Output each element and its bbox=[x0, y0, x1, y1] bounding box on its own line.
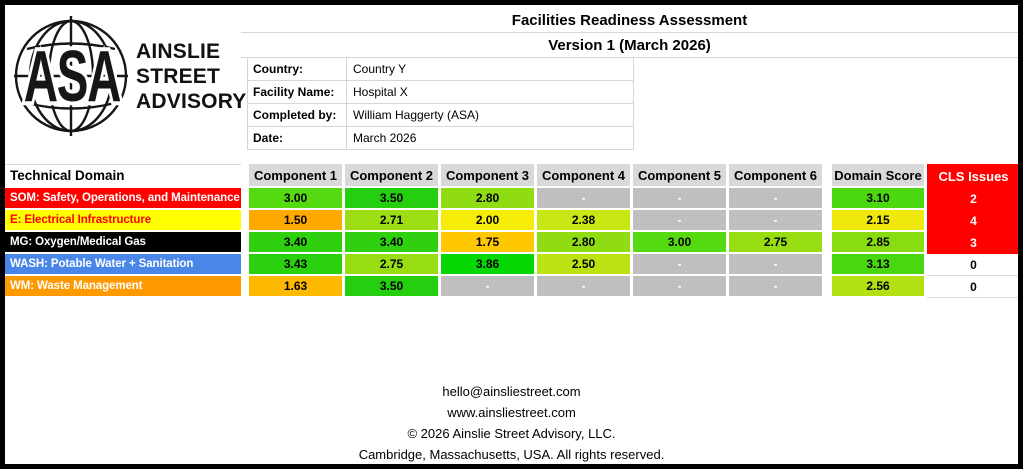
field-value: William Haggerty (ASA) bbox=[347, 104, 634, 126]
column-header-cls-issues: CLS Issues bbox=[927, 164, 1018, 188]
component-score-cell: 2.50 bbox=[537, 254, 633, 276]
report-footer: hello@ainsliestreet.com www.ainsliestreet… bbox=[5, 381, 1018, 464]
component-score-cell: 3.00 bbox=[249, 188, 345, 210]
company-logo: ASA AINSLIE STREET ADVISORY bbox=[9, 9, 246, 143]
column-gap bbox=[825, 210, 832, 232]
column-header-component: Component 3 bbox=[441, 164, 537, 188]
field-value: Country Y bbox=[347, 58, 634, 80]
footer-copyright: © 2026 Ainslie Street Advisory, LLC. bbox=[407, 426, 616, 441]
component-score-cell: 2.80 bbox=[537, 232, 633, 254]
empty-component-cell: - bbox=[633, 188, 729, 210]
component-score-cell: 2.80 bbox=[441, 188, 537, 210]
field-label: Completed by: bbox=[248, 104, 347, 126]
footer-email: hello@ainsliestreet.com bbox=[442, 384, 581, 399]
empty-component-cell: - bbox=[729, 254, 825, 276]
empty-component-cell: - bbox=[537, 188, 633, 210]
component-score-cell: 3.00 bbox=[633, 232, 729, 254]
column-gap bbox=[825, 232, 832, 254]
domain-row-label: SOM: Safety, Operations, and Maintenance bbox=[5, 188, 241, 210]
footer-website: www.ainsliestreet.com bbox=[447, 405, 576, 420]
component-score-cell: 2.75 bbox=[729, 232, 825, 254]
cls-issues-cell: 2 bbox=[927, 188, 1018, 210]
report-title: Facilities Readiness Assessment bbox=[241, 8, 1018, 33]
metadata-fields: Country: Country Y Facility Name: Hospital … bbox=[247, 58, 634, 150]
component-score-cell: 1.50 bbox=[249, 210, 345, 232]
component-score-cell: 3.40 bbox=[249, 232, 345, 254]
company-name-line: STREET bbox=[136, 64, 221, 88]
metadata-field-row: Completed by: William Haggerty (ASA) bbox=[248, 104, 634, 127]
field-label: Country: bbox=[248, 58, 347, 80]
component-score-cell: 2.00 bbox=[441, 210, 537, 232]
component-score-cell: 1.63 bbox=[249, 276, 345, 298]
empty-component-cell: - bbox=[729, 276, 825, 298]
empty-component-cell: - bbox=[537, 276, 633, 298]
empty-component-cell: - bbox=[729, 210, 825, 232]
field-label: Date: bbox=[248, 127, 347, 149]
empty-component-cell: - bbox=[729, 188, 825, 210]
component-score-cell: 2.71 bbox=[345, 210, 441, 232]
component-score-cell: 3.50 bbox=[345, 188, 441, 210]
column-header-domain-score: Domain Score bbox=[832, 164, 927, 188]
report-subtitle: Version 1 (March 2026) bbox=[241, 33, 1018, 58]
component-score-cell: 1.75 bbox=[441, 232, 537, 254]
domain-row-label: WASH: Potable Water + Sanitation bbox=[5, 254, 241, 276]
metadata-field-row: Country: Country Y bbox=[248, 58, 634, 81]
company-name-line: AINSLIE bbox=[136, 39, 221, 63]
domain-row-label: MG: Oxygen/Medical Gas bbox=[5, 232, 241, 254]
column-header-component: Component 1 bbox=[249, 164, 345, 188]
component-score-cell: 3.50 bbox=[345, 276, 441, 298]
domain-score-cell: 2.85 bbox=[832, 232, 927, 254]
domain-row-label: E: Electrical Infrastructure bbox=[5, 210, 241, 232]
column-gap bbox=[825, 188, 832, 210]
readiness-matrix-table: Technical Domain Component 1 Component 2 Co… bbox=[5, 164, 1018, 298]
column-header-component: Component 6 bbox=[729, 164, 825, 188]
column-gap bbox=[241, 276, 249, 298]
cls-issues-cell: 4 bbox=[927, 210, 1018, 232]
empty-component-cell: - bbox=[633, 254, 729, 276]
company-name: AINSLIE STREET ADVISORY bbox=[136, 39, 247, 114]
metadata-field-row: Date: March 2026 bbox=[248, 127, 634, 150]
footer-address: Cambridge, Massachusetts, USA. All right… bbox=[358, 447, 665, 462]
field-label: Facility Name: bbox=[248, 81, 347, 103]
field-value: Hospital X bbox=[347, 81, 634, 103]
domain-score-cell: 2.56 bbox=[832, 276, 927, 298]
column-gap bbox=[825, 276, 832, 298]
company-name-line: ADVISORY bbox=[136, 89, 247, 113]
metadata-field-row: Facility Name: Hospital X bbox=[248, 81, 634, 104]
component-score-cell: 3.86 bbox=[441, 254, 537, 276]
logo-acronym: ASA bbox=[24, 36, 121, 116]
column-gap bbox=[241, 232, 249, 254]
component-score-cell: 2.75 bbox=[345, 254, 441, 276]
domain-score-cell: 2.15 bbox=[832, 210, 927, 232]
column-header-technical-domain: Technical Domain bbox=[5, 164, 241, 188]
cls-issues-cell: 3 bbox=[927, 232, 1018, 254]
empty-component-cell: - bbox=[441, 276, 537, 298]
domain-row-label: WM: Waste Management bbox=[5, 276, 241, 298]
cls-issues-cell: 0 bbox=[927, 254, 1018, 276]
column-gap bbox=[241, 164, 249, 188]
column-gap bbox=[241, 188, 249, 210]
empty-component-cell: - bbox=[633, 276, 729, 298]
column-gap bbox=[241, 210, 249, 232]
column-header-component: Component 5 bbox=[633, 164, 729, 188]
component-score-cell: 3.40 bbox=[345, 232, 441, 254]
column-header-component: Component 4 bbox=[537, 164, 633, 188]
domain-score-cell: 3.10 bbox=[832, 188, 927, 210]
column-header-component: Component 2 bbox=[345, 164, 441, 188]
component-score-cell: 3.43 bbox=[249, 254, 345, 276]
component-score-cell: 2.38 bbox=[537, 210, 633, 232]
field-value: March 2026 bbox=[347, 127, 634, 149]
empty-component-cell: - bbox=[633, 210, 729, 232]
cls-issues-cell: 0 bbox=[927, 276, 1018, 298]
column-gap bbox=[825, 164, 832, 188]
domain-score-cell: 3.13 bbox=[832, 254, 927, 276]
globe-logo-icon: ASA bbox=[11, 15, 131, 137]
column-gap bbox=[241, 254, 249, 276]
column-gap bbox=[825, 254, 832, 276]
